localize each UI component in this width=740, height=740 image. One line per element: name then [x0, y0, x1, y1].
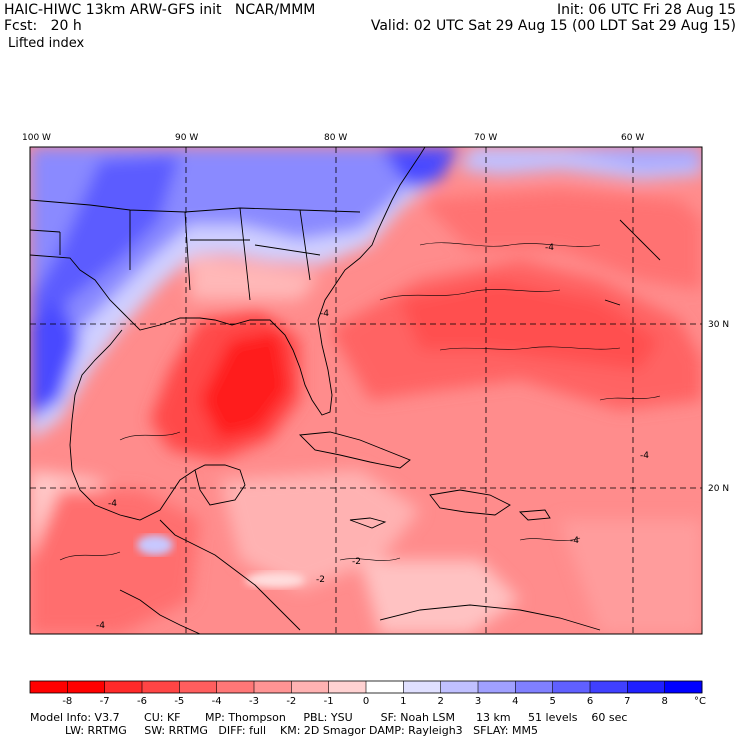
colorbar-swatch	[478, 681, 516, 693]
colorbar-tick-label: -1	[324, 696, 334, 707]
colorbar-swatch	[254, 681, 292, 693]
colorbar-tick-label: -5	[174, 696, 184, 707]
colorbar-tick-label: -7	[100, 696, 110, 707]
model-info-line1: Model Info: V3.7 CU: KF MP: Thompson PBL…	[30, 711, 628, 724]
colorbar-swatch	[590, 681, 628, 693]
colorbar-swatch	[291, 681, 330, 693]
colorbar-swatch	[67, 681, 106, 693]
colorbar-tick-label: 0	[363, 696, 369, 707]
colorbar-unit: °C	[694, 696, 706, 707]
lon-label-90w: 90 W	[175, 133, 198, 143]
colorbar-swatch	[627, 681, 666, 693]
colorbar-tick-label: 3	[475, 696, 481, 707]
map-frame	[29, 146, 703, 635]
colorbar-swatch	[104, 681, 143, 693]
colorbar-tick-label: 6	[587, 696, 593, 707]
model-info-line2: LW: RRTMG SW: RRTMG DIFF: full KM: 2D Sm…	[30, 724, 538, 737]
colorbar-swatch	[30, 681, 68, 693]
contour-label: -4	[108, 499, 117, 509]
colorbar-tick-label: 5	[549, 696, 555, 707]
colorbar-tick-label: -8	[62, 696, 72, 707]
lon-label-60w: 60 W	[621, 133, 644, 143]
contour-label: -4	[570, 536, 579, 546]
colorbar-tick-label: -6	[137, 696, 147, 707]
lon-label-80w: 80 W	[324, 133, 347, 143]
colorbar-tick-label: 1	[400, 696, 406, 707]
colorbar-tick-label: -4	[212, 696, 222, 707]
colorbar-tick-label: 8	[661, 696, 667, 707]
forecast-hour: Fcst: 20 h	[4, 18, 82, 34]
init-time: Init: 06 UTC Fri 28 Aug 15	[556, 2, 736, 18]
field-name: Lifted index	[8, 36, 85, 51]
lon-label-100w: 100 W	[22, 133, 51, 143]
colorbar-swatch	[142, 681, 180, 693]
lat-label-20n: 20 N	[708, 484, 729, 494]
colorbar: -8 -7 -6 -5 -4 -3 -2 -1 0 1 2 3 4 5 6 7 8	[29, 680, 703, 707]
colorbar-tick-label: -3	[249, 696, 259, 707]
colorbar-tick-label: -2	[286, 696, 296, 707]
model-title: HAIC-HIWC 13km ARW-GFS init NCAR/MMM	[4, 2, 316, 18]
contour-label: -4	[640, 451, 649, 461]
contour-label: -4	[545, 243, 554, 253]
colorbar-swatch	[403, 681, 442, 693]
colorbar-swatch	[515, 681, 554, 693]
contour-label: -2	[352, 557, 361, 567]
colorbar-swatch	[179, 681, 218, 693]
contours	[59, 242, 661, 561]
lat-lon-grid	[30, 147, 702, 634]
colorbar-swatch	[328, 681, 367, 693]
contour-label: -2	[316, 575, 325, 585]
colorbar-tick-label: 2	[437, 696, 443, 707]
filled-field	[30, 147, 702, 634]
colorbar-tick-label: 4	[512, 696, 518, 707]
colorbar-swatch	[216, 681, 255, 693]
colorbar-swatch	[440, 681, 479, 693]
contour-label: -4	[96, 621, 105, 631]
colorbar-swatch	[664, 681, 703, 693]
colorbar-tick-label: 7	[624, 696, 630, 707]
colorbar-swatch	[552, 681, 591, 693]
lon-label-70w: 70 W	[474, 133, 497, 143]
lat-label-30n: 30 N	[708, 320, 729, 330]
coastlines	[30, 147, 661, 634]
colorbar-swatch	[366, 681, 404, 693]
valid-time: Valid: 02 UTC Sat 29 Aug 15 (00 LDT Sat …	[370, 18, 736, 34]
contour-label: -4	[320, 309, 329, 319]
